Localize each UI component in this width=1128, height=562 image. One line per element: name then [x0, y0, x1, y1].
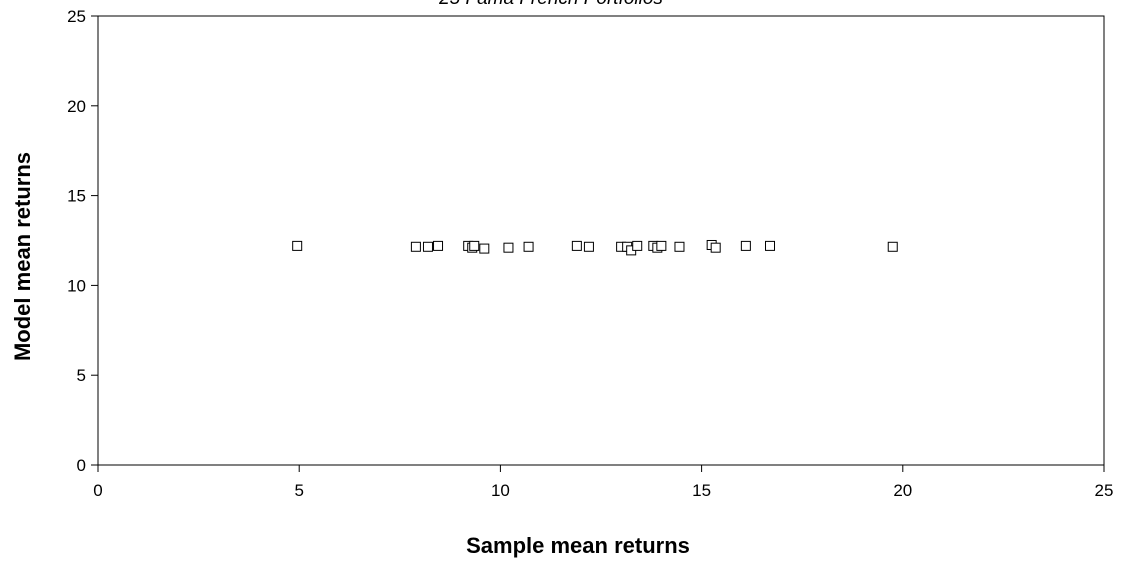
x-axis: 0 5 10 15 20 25: [93, 465, 1113, 500]
data-point: [632, 240, 643, 251]
y-tick-label: 5: [77, 366, 86, 385]
data-point: [503, 242, 514, 253]
x-tick-label: 5: [294, 481, 303, 500]
data-point: [523, 241, 534, 252]
y-axis: 0 5 10 15 20 25: [67, 7, 98, 475]
x-tick-label: 10: [491, 481, 510, 500]
data-point: [410, 241, 421, 252]
chart-title: 25 Fama French Portfolios: [438, 0, 663, 9]
plot-area: [97, 15, 1105, 466]
x-tick-label: 0: [93, 481, 102, 500]
y-tick-label: 10: [67, 276, 86, 295]
y-tick-label: 0: [77, 456, 86, 475]
data-point: [583, 241, 594, 252]
data-point: [656, 240, 667, 251]
y-axis-title: Model mean returns: [10, 152, 35, 361]
data-point: [674, 241, 685, 252]
plot-frame: [97, 15, 1105, 466]
y-tick-label: 15: [67, 187, 86, 206]
x-tick-label: 20: [893, 481, 912, 500]
data-points: [292, 239, 898, 256]
x-axis-title: Sample mean returns: [466, 533, 690, 558]
data-point: [710, 242, 721, 253]
data-point: [887, 241, 898, 252]
data-point: [571, 240, 582, 251]
data-point: [469, 240, 480, 251]
x-tick-label: 25: [1095, 481, 1114, 500]
data-point: [765, 240, 776, 251]
data-point: [740, 240, 751, 251]
data-point: [422, 241, 433, 252]
data-point: [433, 240, 444, 251]
y-tick-label: 20: [67, 97, 86, 116]
y-tick-label: 25: [67, 7, 86, 26]
data-point: [479, 243, 490, 254]
data-point: [292, 240, 303, 251]
x-tick-label: 15: [692, 481, 711, 500]
